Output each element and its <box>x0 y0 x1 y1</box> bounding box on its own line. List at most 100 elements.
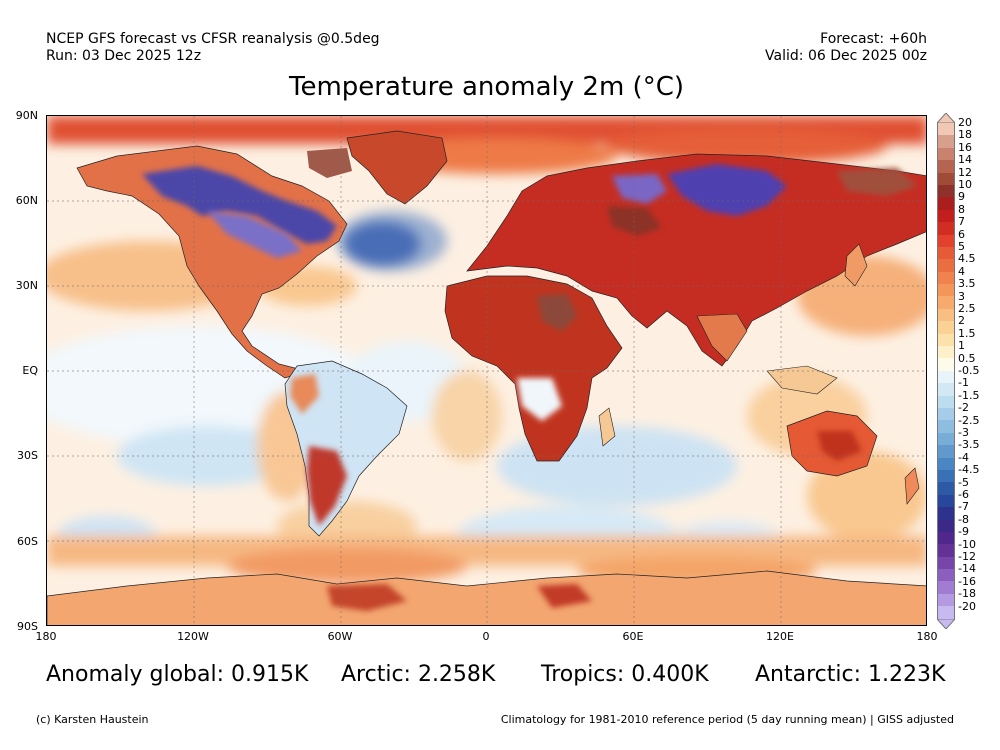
continents <box>47 130 926 625</box>
colorbar-cell <box>937 457 955 470</box>
lat-label-90n: 90N <box>15 109 38 122</box>
colorbar-tick-label: 2 <box>958 314 965 328</box>
colorbar-cell <box>937 135 955 148</box>
colorbar-cell <box>937 581 955 594</box>
antarctica-warm-west <box>327 584 407 611</box>
colorbar-cell <box>937 519 955 532</box>
lon-label-0: 0 <box>482 630 490 643</box>
colorbar-tick-label: -3.5 <box>958 438 980 452</box>
lon-label-180e: 180 <box>916 630 938 643</box>
colorbar-cell <box>937 222 955 235</box>
colorbar-tick-label: -4.5 <box>958 463 980 477</box>
colorbar-tick-label: 10 <box>958 178 972 191</box>
central-asia-hot <box>607 206 662 236</box>
colorbar-cell <box>937 184 955 198</box>
copyright-credit: (c) Karsten Haustein <box>36 713 149 726</box>
argentina-warm <box>307 446 347 526</box>
map-canvas <box>47 116 926 625</box>
lon-label-60w: 60W <box>327 630 353 643</box>
colorbar-tick-label: -2.5 <box>958 413 980 427</box>
colorbar-tick-label: 14 <box>958 153 972 167</box>
colorbar-cell <box>937 259 955 272</box>
graticule <box>47 116 926 625</box>
siberia-cold-anomaly <box>667 164 787 216</box>
valid-time-label: Valid: 06 Dec 2025 00z <box>765 48 927 64</box>
lon-label-180w: 180 <box>35 630 57 643</box>
colorbar-cell <box>937 358 955 371</box>
colorbar-tick-label: -20 <box>958 599 976 613</box>
colorbar-tick-label: 2.5 <box>958 302 976 315</box>
colorbar-cell <box>937 544 955 557</box>
colorbar-cell <box>937 271 955 285</box>
colorbar-cell <box>937 284 955 297</box>
urals-cold <box>612 174 667 204</box>
colorbar-tick-label: 12 <box>958 165 972 179</box>
colorbar-tick-label: 8 <box>958 202 965 216</box>
forecast-hour-label: Forecast: +60h <box>820 31 927 47</box>
greenland-landmass <box>346 130 448 205</box>
colorbar-cell <box>937 296 955 309</box>
colorbar-top-arrow <box>937 113 955 123</box>
colorbar-cell <box>937 172 955 185</box>
lat-label-30s: 30S <box>17 449 38 462</box>
colorbar-cell <box>937 482 955 495</box>
africa-landmass <box>444 275 623 462</box>
colorbar-tick-label: 6 <box>958 227 965 241</box>
andes-warm <box>290 374 319 414</box>
colorbar-tick-label: -0.5 <box>958 364 980 377</box>
colorbar-tick-label: -4 <box>958 450 969 464</box>
lat-label-60s: 60S <box>17 535 38 548</box>
antarctica-warm-east <box>537 584 592 608</box>
colorbar-tick-label: -1.5 <box>958 388 980 402</box>
map-title: Temperature anomaly 2m (°C) <box>289 72 684 102</box>
colorbar-cell <box>937 606 955 619</box>
sahara-hot <box>537 294 577 331</box>
colorbar-tick-label: -9 <box>958 525 969 539</box>
colorbar-cell <box>937 395 955 408</box>
global-anomaly-stat: Anomaly global: 0.915K <box>46 662 309 687</box>
colorbar-tick-label: 0.5 <box>958 351 976 365</box>
forecast-source-label: NCEP GFS forecast vs CFSR reanalysis @0.… <box>46 31 380 47</box>
colorbar-cell <box>937 407 955 421</box>
colorbar-cell <box>937 246 955 260</box>
lon-label-120e: 120E <box>766 630 794 643</box>
colorbar-cell <box>937 308 955 322</box>
colorbar-cell <box>937 432 955 446</box>
colorbar-tick-label: 20 <box>958 116 972 129</box>
colorbar-tick-label: -12 <box>958 550 976 563</box>
colorbar-tick-label: -14 <box>958 562 976 576</box>
japan-landmass <box>844 243 868 287</box>
east-siberia-hot <box>837 168 917 196</box>
run-time-label: Run: 03 Dec 2025 12z <box>46 48 202 64</box>
lat-label-eq: EQ <box>22 364 38 377</box>
colorbar-cell <box>937 209 955 223</box>
colorbar-cell <box>937 556 955 570</box>
antarctica-landmass <box>47 570 926 625</box>
colorbar-cell <box>937 147 955 161</box>
colorbar-tick-label: -7 <box>958 500 969 514</box>
colorbar-tick-label: 4.5 <box>958 252 976 266</box>
colorbar-tick-label: -5 <box>958 475 969 489</box>
colorbar-cell <box>937 507 955 520</box>
colorbar-bottom-arrow <box>937 619 955 629</box>
colorbar-cell <box>937 531 955 545</box>
colorbar-cell <box>937 370 955 384</box>
colorbar-tick-label: -18 <box>958 587 976 601</box>
colorbar-tick-label: -16 <box>958 574 976 588</box>
colorbar-tick-label: 1.5 <box>958 326 976 340</box>
colorbar-tick-label: 3.5 <box>958 277 976 291</box>
colorbar-tick-label: 18 <box>958 128 972 142</box>
colorbar-cell <box>937 333 955 347</box>
colorbar-cell <box>937 420 955 433</box>
colorbar-cell <box>937 469 955 483</box>
indonesia-landmass <box>766 365 838 395</box>
colorbar-cell <box>937 123 955 136</box>
colorbar-cell <box>937 494 955 508</box>
colorbar-cell <box>937 346 955 359</box>
temperature-anomaly-map <box>46 115 927 626</box>
colorbar-cell <box>937 593 955 607</box>
new-zealand-landmass <box>904 467 920 505</box>
central-africa-neutral <box>517 378 562 421</box>
madagascar-landmass <box>598 407 616 447</box>
australia-hot-center <box>817 431 862 461</box>
